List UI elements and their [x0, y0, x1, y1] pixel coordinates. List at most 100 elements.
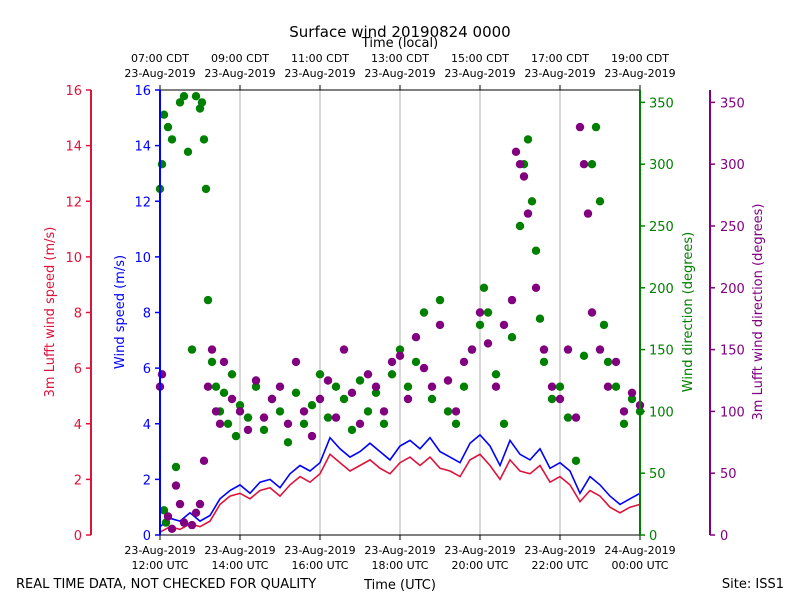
series-2-point-48: [419, 308, 429, 317]
series-3-point-65: [587, 308, 597, 317]
series-2-point-64: [527, 197, 537, 206]
series-3-point-10: [199, 456, 209, 465]
lufft-speed-tick-label-4: 8: [74, 307, 82, 322]
footer-quality-note: REAL TIME DATA, NOT CHECKED FOR QUALITY: [16, 577, 316, 592]
top-tick-date-6: 23-Aug-2019: [604, 67, 675, 80]
series-3-point-52: [511, 147, 521, 156]
lufft-speed-tick-label-6: 12: [65, 195, 82, 210]
series-2-point-32: [291, 388, 301, 397]
top-tick-date-4: 23-Aug-2019: [444, 67, 515, 80]
series-2-point-46: [403, 382, 413, 391]
series-3-point-33: [363, 370, 373, 379]
top-tick-time-0: 07:00 CDT: [131, 52, 189, 65]
ylabel-lufft-direction: 3m Lufft wind direction (degrees): [751, 204, 766, 421]
lufft-direction-tick-label-1: 50: [720, 467, 737, 482]
series-3-point-47: [475, 308, 485, 317]
series-3-point-61: [571, 413, 581, 422]
series-3-point-49: [491, 382, 501, 391]
lufft-direction-tick-label-0: 0: [720, 529, 728, 544]
series-3-point-39: [411, 333, 421, 342]
series-2-point-23: [227, 370, 237, 379]
series-2-point-31: [283, 438, 293, 447]
top-tick-date-1: 23-Aug-2019: [204, 67, 275, 80]
series-2-point-70: [563, 413, 573, 422]
series-3-point-9: [195, 499, 205, 509]
series-2-point-38: [339, 394, 349, 404]
lufft-direction-tick-label-4: 200: [720, 282, 745, 297]
series-3-point-64: [583, 209, 593, 218]
series-3-point-22: [275, 382, 285, 391]
series-3-point-15: [219, 357, 229, 367]
series-line-0: [159, 433, 641, 528]
series-2-point-66: [535, 314, 545, 323]
series-2-point-10: [183, 147, 193, 156]
top-tick-time-2: 11:00 CDT: [291, 52, 349, 65]
ylabel-direction: Wind direction (degrees): [681, 232, 696, 392]
series-2-point-77: [603, 357, 613, 367]
series-3-point-29: [331, 413, 341, 422]
series-layer: [155, 92, 645, 533]
series-2-point-21: [219, 388, 229, 397]
series-3-point-2: [163, 512, 173, 521]
series-3-point-35: [379, 407, 389, 416]
bottom-tick-date-1: 23-Aug-2019: [204, 544, 275, 557]
series-2-point-37: [331, 382, 341, 391]
series-2-point-35: [315, 370, 325, 379]
series-2-point-52: [451, 419, 461, 428]
series-2-point-53: [459, 382, 469, 391]
speed-tick-label-8: 16: [134, 84, 151, 99]
series-3-point-28: [323, 376, 333, 385]
series-3-point-30: [339, 345, 349, 354]
direction-tick-label-1: 50: [649, 467, 666, 482]
lufft-speed-tick-label-7: 14: [65, 140, 82, 155]
series-3-point-18: [243, 425, 253, 435]
series-3-point-36: [387, 357, 397, 367]
top-tick-date-5: 23-Aug-2019: [524, 67, 595, 80]
series-3-point-31: [347, 388, 357, 397]
series-line-1: [159, 453, 641, 533]
grid-lines: [239, 90, 561, 535]
series-3-point-55: [523, 209, 533, 218]
series-2-point-69: [555, 382, 565, 391]
bottom-tick-time-4: 20:00 UTC: [451, 559, 508, 572]
series-2-point-9: [179, 92, 189, 101]
series-3-point-41: [427, 382, 437, 391]
series-3-point-23: [283, 419, 293, 428]
series-3-point-26: [307, 431, 317, 441]
series-2-point-57: [483, 308, 493, 317]
series-2-point-50: [435, 295, 445, 305]
axes-layer: 23-Aug-2019 12:00 UTC 23-Aug-2019 14:00 UTC…: [65, 52, 744, 572]
series-3-point-7: [187, 520, 197, 530]
speed-tick-label-0: 0: [143, 529, 151, 544]
series-2-point-3: [159, 506, 169, 515]
series-3-point-6: [179, 518, 189, 527]
top-tick-time-1: 09:00 CDT: [211, 52, 269, 65]
bottom-tick-time-5: 22:00 UTC: [531, 559, 588, 572]
series-2-point-41: [363, 407, 373, 416]
series-2-point-18: [207, 357, 217, 367]
series-3-point-16: [227, 394, 237, 404]
top-tick-date-0: 23-Aug-2019: [124, 67, 195, 80]
top-tick-date-2: 23-Aug-2019: [284, 67, 355, 80]
series-2-point-15: [199, 135, 209, 144]
series-2-point-40: [355, 376, 365, 385]
bottom-tick-time-6: 00:00 UTC: [611, 559, 668, 572]
speed-tick-label-1: 2: [143, 473, 151, 488]
series-2-point-34: [307, 401, 317, 410]
series-2-point-49: [427, 394, 437, 404]
series-2-point-25: [235, 401, 245, 410]
series-2-point-42: [371, 388, 381, 397]
series-2-point-60: [507, 333, 517, 342]
lufft-speed-tick-label-0: 0: [74, 529, 82, 544]
top-tick-time-5: 17:00 CDT: [531, 52, 589, 65]
lufft-speed-tick-label-1: 2: [74, 473, 82, 488]
direction-tick-label-5: 250: [649, 220, 674, 235]
bottom-tick-time-2: 16:00 UTC: [291, 559, 348, 572]
series-3-point-68: [611, 357, 621, 367]
series-3-point-5: [175, 499, 185, 509]
series-3-point-63: [579, 160, 589, 169]
bottom-tick-date-4: 23-Aug-2019: [444, 544, 515, 557]
series-3-point-19: [251, 376, 261, 385]
series-3-point-34: [371, 382, 381, 391]
series-3-point-62: [575, 122, 585, 132]
